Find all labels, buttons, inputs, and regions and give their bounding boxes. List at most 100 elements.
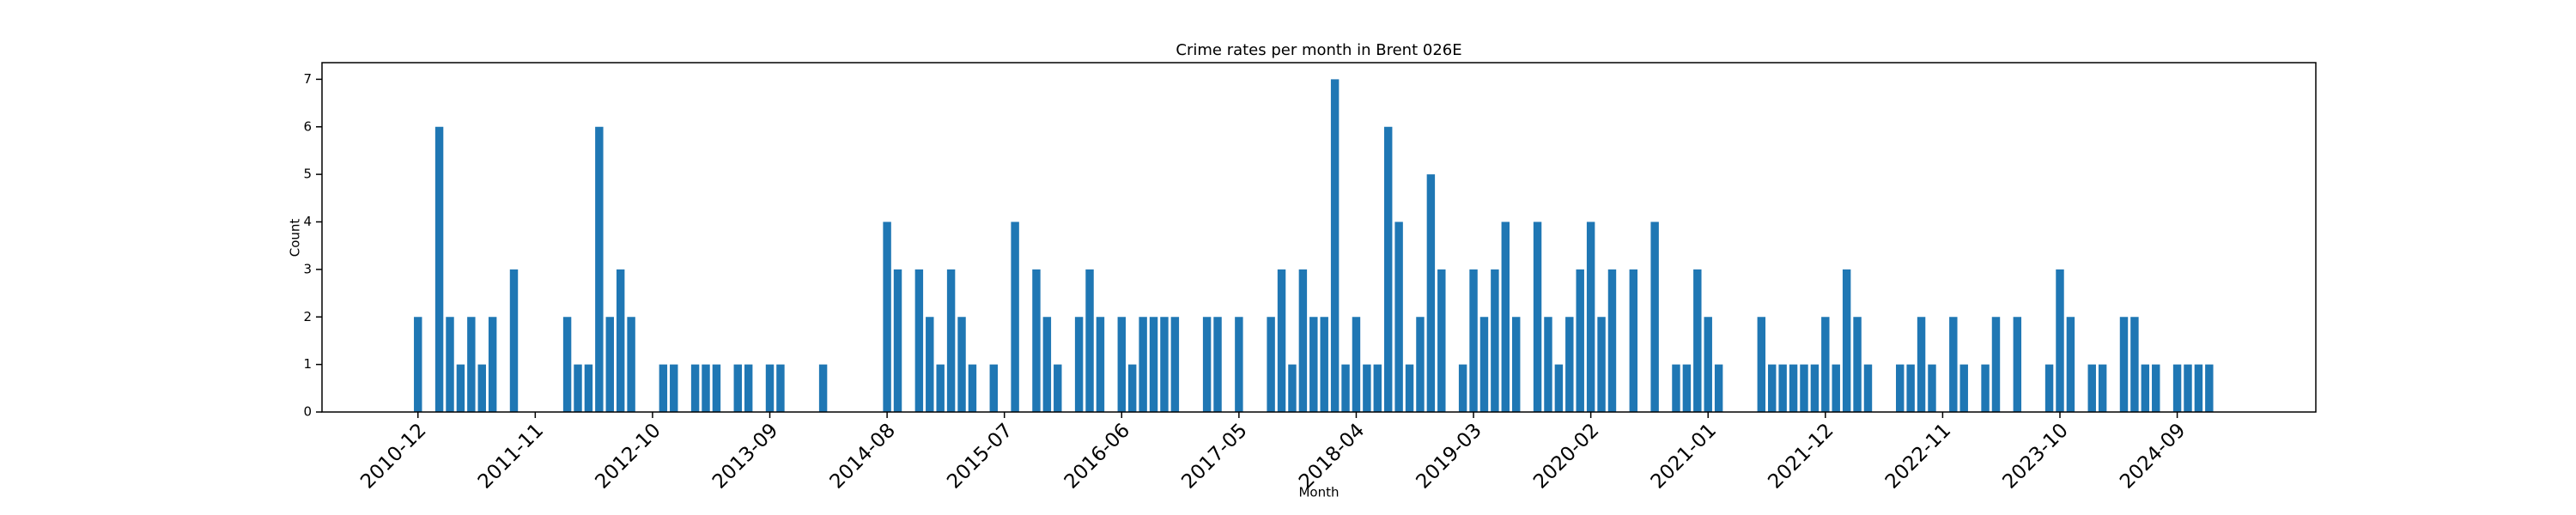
bar — [1650, 221, 1659, 412]
x-tick-label: 2017-05 — [1177, 419, 1251, 493]
x-tick-label: 2018-04 — [1295, 419, 1369, 493]
bar — [712, 364, 721, 412]
y-tick-label: 7 — [303, 71, 312, 87]
bar — [1928, 364, 1936, 412]
bar — [1704, 317, 1712, 412]
bar — [1672, 364, 1680, 412]
bar — [1714, 364, 1723, 412]
bar — [1213, 317, 1222, 412]
bar — [1842, 269, 1851, 412]
bar — [1863, 364, 1873, 412]
y-tick-label: 1 — [303, 356, 312, 372]
y-axis-label: Count — [288, 219, 303, 258]
bar — [2194, 364, 2203, 412]
bar — [1363, 364, 1371, 412]
bar — [2066, 317, 2075, 412]
bar — [936, 364, 945, 412]
bar — [1917, 317, 1926, 412]
bar — [946, 269, 956, 412]
bar — [509, 269, 519, 412]
bar — [1693, 269, 1702, 412]
bar — [1394, 221, 1403, 412]
bar — [776, 364, 785, 412]
x-tick-label: 2015-07 — [943, 419, 1017, 493]
bar — [1789, 364, 1798, 412]
bar — [1298, 269, 1308, 412]
x-tick-label: 2014-08 — [826, 419, 900, 493]
bar — [616, 269, 625, 412]
bar — [1832, 364, 1840, 412]
bar — [1267, 317, 1275, 412]
x-tick-label: 2016-06 — [1060, 419, 1134, 493]
x-tick-label: 2020-02 — [1529, 419, 1603, 493]
bar — [1330, 79, 1340, 412]
bar — [2087, 364, 2096, 412]
bar — [1235, 317, 1243, 412]
bar — [1533, 221, 1542, 412]
x-tick-label: 2013-09 — [708, 419, 782, 493]
bar — [1949, 317, 1958, 412]
bar — [1139, 317, 1147, 412]
bar — [818, 364, 828, 412]
bar — [883, 221, 891, 412]
bar — [1074, 317, 1084, 412]
bar — [1042, 317, 1052, 412]
bar — [1352, 317, 1361, 412]
bar — [1458, 364, 1467, 412]
plot-frame — [321, 62, 2317, 413]
bar — [1479, 317, 1489, 412]
y-tick-label: 6 — [303, 118, 312, 134]
bar — [584, 364, 593, 412]
bar — [893, 269, 902, 412]
bar — [605, 317, 614, 412]
x-tick-label: 2012-10 — [591, 419, 665, 493]
bar — [627, 317, 635, 412]
bar — [1544, 317, 1552, 412]
bar — [1054, 364, 1062, 412]
bar — [1309, 317, 1318, 412]
bar — [1906, 364, 1915, 412]
bar — [1160, 317, 1169, 412]
bar — [1991, 317, 2001, 412]
bar — [914, 269, 924, 412]
bar — [1277, 269, 1286, 412]
bar — [1032, 269, 1041, 412]
bar — [2013, 317, 2022, 412]
bar — [2056, 269, 2064, 412]
bar — [2172, 364, 2182, 412]
bar — [733, 364, 742, 412]
bar — [2152, 364, 2160, 412]
bar — [1554, 364, 1564, 412]
x-tick-label: 2024-09 — [2116, 419, 2190, 493]
bar — [1096, 317, 1105, 412]
bar — [1117, 317, 1127, 412]
x-axis-label: Month — [1298, 485, 1339, 500]
bar — [1405, 364, 1414, 412]
bar — [488, 317, 497, 412]
x-tick-label: 2010-12 — [356, 419, 430, 493]
bar — [1127, 364, 1137, 412]
bar — [1149, 317, 1158, 412]
bar — [1576, 269, 1584, 412]
bar — [1501, 221, 1510, 412]
bar — [1469, 269, 1478, 412]
bar — [1383, 126, 1393, 412]
bar — [2130, 317, 2139, 412]
bar — [1853, 317, 1862, 412]
bar — [1821, 317, 1830, 412]
bar — [414, 317, 422, 412]
bar — [1511, 317, 1521, 412]
y-tick-label: 3 — [303, 261, 312, 276]
bar — [1682, 364, 1692, 412]
bar — [1597, 317, 1606, 412]
x-tick-label: 2019-03 — [1413, 419, 1486, 493]
bar — [765, 364, 775, 412]
bar — [1757, 317, 1766, 412]
chart-title: Crime rates per month in Brent 026E — [1176, 41, 1461, 59]
bar — [1981, 364, 1990, 412]
bar — [1586, 221, 1595, 412]
x-tick-label: 2021-12 — [1764, 419, 1838, 493]
bar — [2098, 364, 2107, 412]
bar — [1011, 221, 1019, 412]
